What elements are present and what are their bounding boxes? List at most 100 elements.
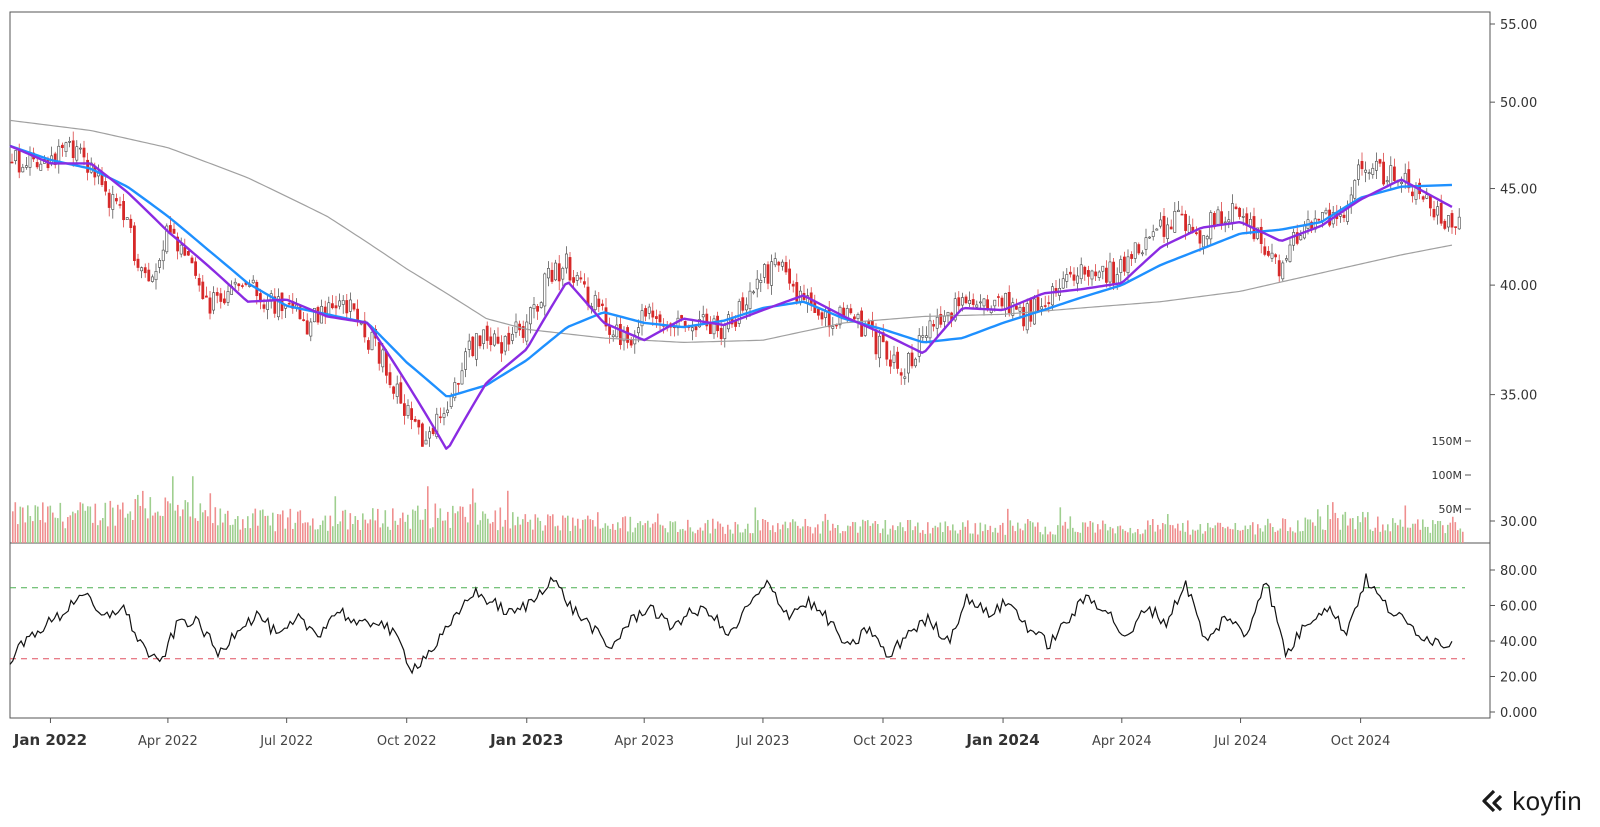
volume-bar	[49, 505, 52, 543]
volume-bar	[814, 527, 817, 543]
candle-body	[741, 297, 745, 311]
volume-bar	[739, 532, 742, 543]
candle-body	[1216, 209, 1220, 225]
volume-bar	[79, 502, 82, 543]
volume-bar	[1404, 505, 1407, 543]
volume-bar	[132, 519, 134, 543]
candle-body	[453, 382, 457, 399]
volume-bar	[304, 522, 307, 543]
candle-body	[1393, 166, 1396, 181]
candle-body	[21, 166, 25, 173]
volume-bar	[1422, 519, 1424, 543]
volume-bar	[1347, 525, 1349, 543]
volume-bar	[1342, 514, 1344, 543]
volume-bar	[914, 526, 917, 543]
candle-body	[1382, 161, 1386, 185]
volume-bar	[1444, 533, 1447, 543]
volume-bar	[812, 533, 814, 543]
volume-bar	[734, 521, 737, 543]
volume-bar	[164, 497, 167, 543]
volume-bar	[884, 520, 887, 543]
volume-bar	[319, 524, 322, 543]
volume-bar	[92, 522, 94, 543]
volume-bar	[1257, 524, 1259, 543]
volume-bar	[617, 522, 619, 543]
volume-bar	[24, 522, 27, 543]
candle-body	[579, 277, 583, 280]
volume-bar	[197, 520, 199, 543]
candle-body	[197, 278, 201, 286]
volume-bar	[322, 520, 324, 543]
candle-body	[1285, 258, 1288, 261]
volume-bar	[654, 522, 657, 543]
candle-body	[406, 405, 410, 416]
volume-bar	[1324, 530, 1327, 543]
candle-body	[1166, 224, 1170, 239]
volume-bar	[162, 516, 164, 543]
volume-bar	[1189, 534, 1192, 543]
volume-bar	[114, 525, 117, 543]
candle-body	[946, 312, 950, 316]
volume-bar	[874, 521, 877, 543]
volume-bar	[1384, 530, 1387, 543]
volume-bar	[1314, 525, 1317, 543]
volume-bar	[1079, 532, 1082, 543]
volume-bar	[269, 525, 272, 543]
volume-bar	[282, 510, 284, 543]
volume-bar	[1064, 521, 1067, 543]
candle-body	[122, 201, 126, 221]
volume-bar	[442, 520, 444, 543]
plot-border	[9, 11, 1491, 719]
candle-body	[86, 159, 90, 173]
volume-bar	[624, 516, 627, 543]
candle-body	[993, 299, 997, 307]
volume-bar	[139, 505, 142, 543]
volume-bar	[922, 530, 924, 543]
volume-bar	[1354, 529, 1357, 543]
candle-body	[849, 308, 853, 314]
volume-tick-label: 150M	[1432, 435, 1463, 448]
volume-bar	[152, 515, 154, 543]
candle-body	[503, 336, 507, 352]
volume-bar	[307, 522, 309, 543]
x-tick-label: Apr 2022	[138, 734, 198, 749]
candle-body	[1378, 159, 1382, 164]
volume-bar	[242, 519, 244, 543]
candle-body	[1263, 246, 1267, 255]
candle-body	[1072, 274, 1076, 281]
volume-bar	[1412, 523, 1414, 543]
volume-bar	[402, 512, 404, 543]
volume-bar	[334, 496, 337, 543]
candle-body	[237, 283, 241, 287]
volume-bar	[354, 516, 357, 543]
volume-bar	[852, 521, 854, 543]
volume-bar	[454, 513, 457, 543]
volume-bar	[904, 531, 907, 543]
candle-body	[1364, 169, 1368, 173]
volume-bar	[854, 522, 857, 543]
volume-bar	[362, 513, 364, 543]
volume-bar	[1049, 531, 1052, 543]
volume-bar	[29, 516, 32, 543]
volume-bar	[1269, 523, 1272, 543]
volume-bar	[1197, 529, 1199, 543]
volume-bar	[397, 524, 399, 543]
volume-bar	[427, 486, 429, 543]
candle-body	[1162, 215, 1166, 237]
volume-bar	[947, 526, 949, 543]
volume-bar	[34, 505, 37, 543]
volume-bar	[974, 523, 977, 543]
volume-bar	[997, 532, 999, 543]
volume-bar	[1154, 531, 1157, 543]
candle-body	[939, 313, 943, 325]
volume-bar	[492, 522, 494, 543]
volume-bar	[1409, 527, 1412, 543]
candle-body	[968, 300, 972, 304]
volume-bar	[954, 530, 957, 543]
candle-body	[1432, 208, 1436, 218]
candle-body	[510, 333, 514, 341]
volume-bar	[1099, 529, 1102, 543]
volume-bar	[912, 530, 914, 543]
volume-bar	[104, 502, 107, 543]
volume-bar	[569, 531, 572, 543]
